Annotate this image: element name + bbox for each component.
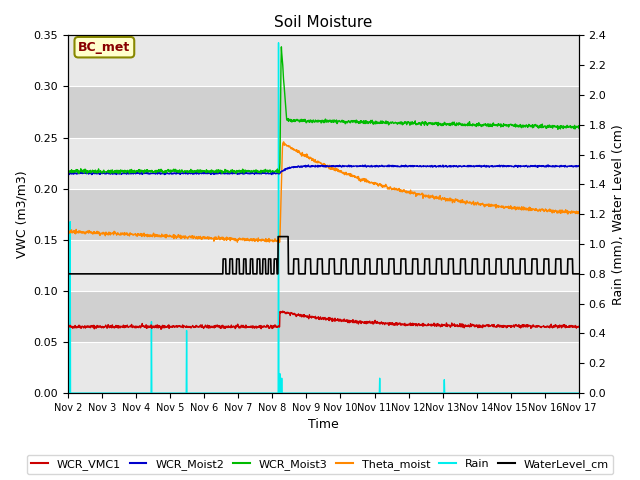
Bar xyxy=(68,291,579,342)
Text: BC_met: BC_met xyxy=(78,41,131,54)
Bar xyxy=(68,240,579,291)
Title: Soil Moisture: Soil Moisture xyxy=(275,15,372,30)
Bar xyxy=(68,36,579,86)
Bar xyxy=(68,138,579,189)
Y-axis label: VWC (m3/m3): VWC (m3/m3) xyxy=(15,170,28,258)
Legend: WCR_VMC1, WCR_Moist2, WCR_Moist3, Theta_moist, Rain, WaterLevel_cm: WCR_VMC1, WCR_Moist2, WCR_Moist3, Theta_… xyxy=(27,455,613,474)
Bar xyxy=(68,86,579,138)
Bar xyxy=(68,189,579,240)
X-axis label: Time: Time xyxy=(308,419,339,432)
Y-axis label: Rain (mm), Water Level (cm): Rain (mm), Water Level (cm) xyxy=(612,124,625,305)
Bar xyxy=(68,342,579,393)
